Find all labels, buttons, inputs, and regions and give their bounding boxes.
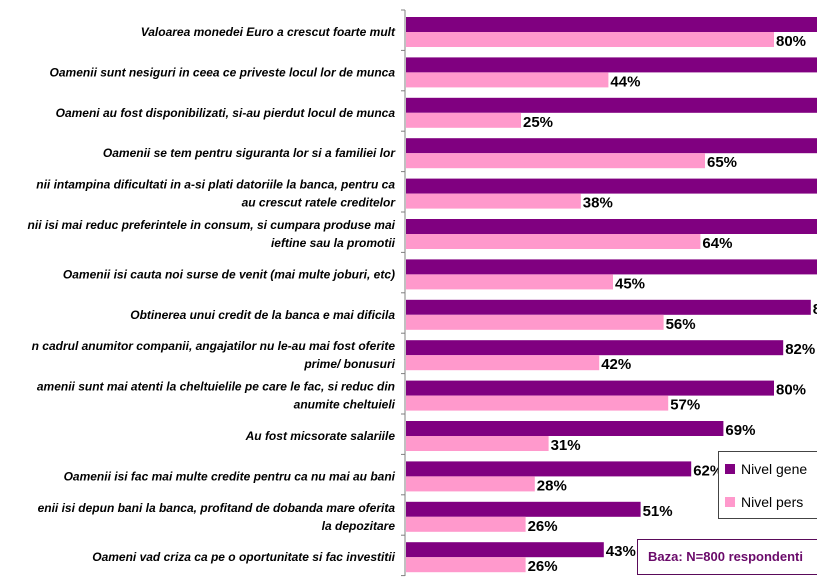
value-label-personal: 25% [523,114,553,131]
value-label-general: 69% [725,422,755,439]
category-label: anumite cheltuieli [294,398,396,412]
bars [406,17,817,573]
category-labels: Valoarea monedei Euro a crescut foarte m… [28,25,397,564]
bar-personal [406,32,774,47]
value-label-personal: 45% [615,275,645,292]
value-label-general: 43% [606,543,636,560]
bar-general [406,17,817,32]
bar-general [406,380,774,396]
value-label-general: 80% [776,382,806,399]
value-label-personal: 65% [707,154,737,171]
legend-swatch-personal [725,497,735,507]
bar-personal [406,476,535,492]
bar-personal [406,234,701,249]
legend-item-general: Nivel gene [725,461,807,477]
value-label-general: 88% [813,301,817,318]
bar-general [406,57,817,73]
bar-general [406,542,604,558]
value-label-general: 51% [643,503,673,520]
category-label: Obtinerea unui credit de la banca e mai … [130,308,395,322]
bar-personal [406,436,549,451]
category-label: amenii sunt mai atenti la cheltuielile p… [37,380,395,394]
category-label: prime/ bonusuri [303,357,395,371]
bar-general [406,97,817,113]
legend-label-general: Nivel gene [741,461,808,477]
legend-label-personal: Nivel pers [741,494,804,510]
legend-swatch-general [725,464,735,474]
category-label: n cadrul anumitor companii, angajatilor … [32,339,396,353]
bar-general [406,259,817,275]
value-label-personal: 42% [601,356,631,373]
bar-general [406,340,784,356]
bar-general [406,421,724,436]
bar-personal [406,153,705,169]
bar-personal [406,112,521,128]
value-labels: 80%44%925%965%938%9064%9045%88%56%82%42%… [523,33,817,575]
category-label: au crescut ratele creditelor [242,196,397,210]
value-label-general: 82% [785,341,815,358]
value-label-personal: 26% [528,518,558,535]
category-label: Oamenii isi cauta noi surse de venit (ma… [63,267,395,281]
bar-general [406,178,817,194]
category-label: nii isi mai reduc preferintele in consum… [28,218,396,232]
value-label-personal: 28% [537,477,567,494]
value-label-personal: 44% [610,73,640,90]
category-label: la depozitare [322,519,396,533]
category-label: Oamenii sunt nesiguri in ceea ce privest… [50,65,396,79]
value-label-personal: 31% [551,437,581,454]
category-label: Valoarea monedei Euro a crescut foarte m… [141,25,396,39]
bar-general [406,501,641,517]
bar-personal [406,557,526,573]
category-label: Oameni vad criza ca pe o oportunitate si… [92,550,395,564]
bar-personal [406,314,664,330]
value-label-personal: 26% [528,558,558,575]
legend: Nivel gene Nivel pers [718,451,817,519]
value-label-personal: 38% [583,195,613,212]
bar-general [406,219,817,234]
value-label-personal: 57% [670,397,700,414]
bar-personal [406,193,581,209]
base-note: Baza: N=800 respondenti [637,539,817,575]
category-label: Au fost micsorate salariile [245,429,396,443]
bar-general [406,461,692,477]
category-label: Oameni au fost disponibilizati, si-au pi… [56,106,396,120]
bar-general [406,299,811,315]
bar-personal [406,274,613,290]
bar-personal [406,355,600,371]
category-label: Oamenii se tem pentru siguranta lor si a… [103,146,396,160]
category-label: Oamenii isi fac mai multe credite pentru… [64,469,396,483]
bar-personal [406,395,669,411]
bar-general [406,138,817,154]
category-ticks [401,9,405,577]
value-label-personal: 80% [776,33,806,50]
bar-personal [406,72,609,88]
category-label: enii isi depun bani la banca, profitand … [38,501,396,515]
category-label: nii intampina dificultati in a-si plati … [36,178,395,192]
value-label-personal: 56% [666,316,696,333]
category-label: ieftine sau la promotii [271,236,396,250]
bar-personal [406,516,526,532]
value-label-personal: 64% [702,235,732,252]
legend-item-personal: Nivel pers [725,494,803,510]
value-label-general: 62% [693,462,723,479]
